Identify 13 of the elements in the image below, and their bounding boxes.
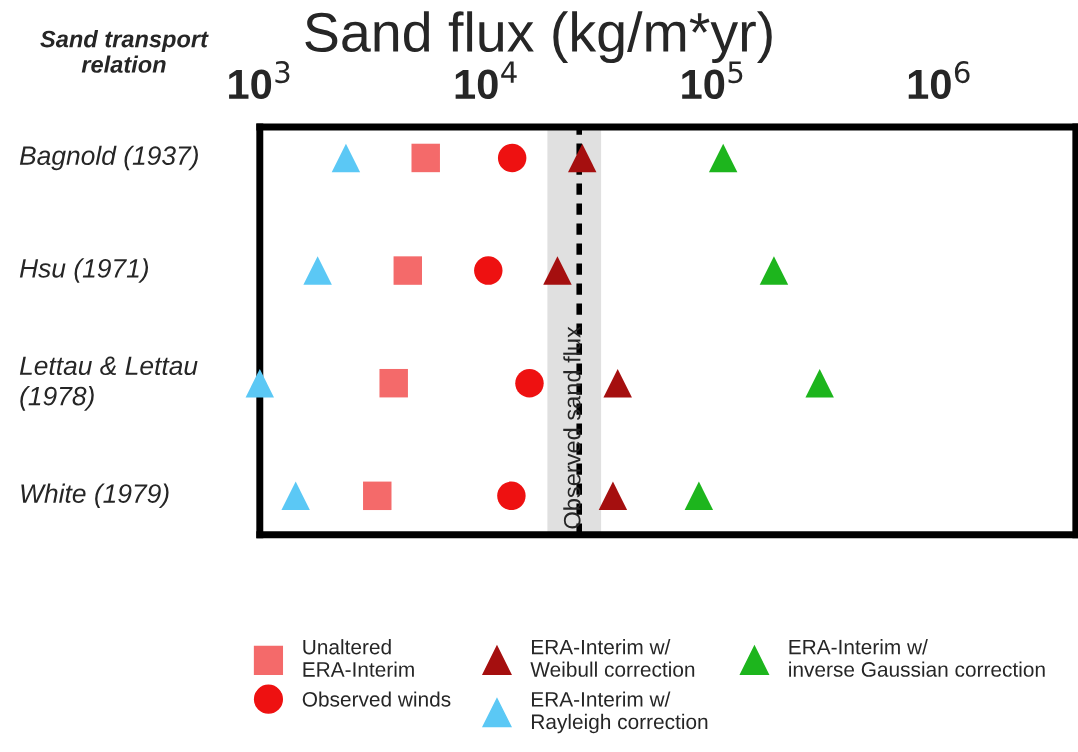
x-tick-label: 10$^{6}$ [908,61,970,100]
legend-label: Unaltered ERA-Interim [303,639,414,677]
y-axis-title: Sand transport relation [40,30,209,73]
y-tick-label: Hsu (1971) [19,258,149,283]
y-tick-label: Lettau & Lettau (1978) [19,356,198,411]
x-tick-label: 10$^{3}$ [229,61,290,100]
legend-label: ERA-Interim w/ inverse Gaussian correction [789,639,1045,677]
legend-label: ERA-Interim w/ Weibull correction [530,639,695,677]
y-tick-label: White (1979) [21,483,169,509]
y-tick-label: Bagnold (1937) [19,145,198,171]
legend-label: Observed winds [302,691,451,707]
band-label: Observed sand flux [563,326,581,529]
legend-label: ERA-Interim w/ Rayleigh correction [532,691,708,734]
